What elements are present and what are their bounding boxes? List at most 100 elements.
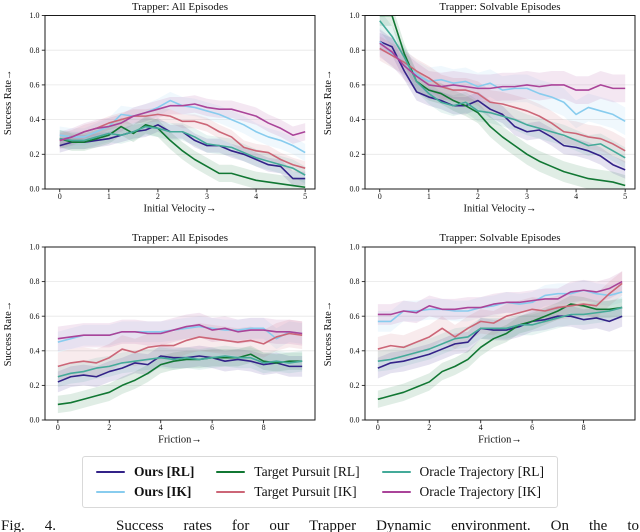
x-tick-label: 2 xyxy=(156,192,160,201)
line-chart-all-episodes-velocity: 0 1 2 3 4 5 0.0 0.2 0.4 0.6 0.8 1.0 Trapper: All Epi… xyxy=(3,1,316,215)
band-oracle-trajectory-ik xyxy=(377,271,623,325)
y-tick-label: 0.4 xyxy=(30,115,40,124)
y-tick-label: 1.0 xyxy=(350,243,360,252)
y-tick-label: 0.0 xyxy=(30,185,40,194)
line-oracle-trajectory-ik xyxy=(377,280,623,316)
legend-item-target-pursuit-ik: Target Pursuit [IK] xyxy=(216,482,359,502)
y-tick-label: 0.4 xyxy=(30,346,40,355)
band-target-pursuit-ik xyxy=(377,271,623,362)
y-tick-label: 1.0 xyxy=(30,243,40,252)
y-tick-label: 0.2 xyxy=(30,381,40,390)
line-ours-ik xyxy=(379,40,626,123)
target-pursuit-rl-line-swatch xyxy=(216,471,246,473)
line-chart-all-episodes-friction: 0 2 4 6 8 0.0 0.2 0.4 0.6 0.8 1.0 Trapper: All Epis… xyxy=(3,232,316,446)
chart-title: Trapper: Solvable Episodes xyxy=(439,1,560,13)
legend-item-oracle-trajectory-ik: Oracle Trajectory [IK] xyxy=(381,482,544,502)
band-ours-ik xyxy=(59,91,306,162)
line-oracle-trajectory-ik xyxy=(59,103,306,142)
y-tick-label: 0.4 xyxy=(350,346,360,355)
band-ours-ik xyxy=(57,316,303,353)
line-oracle-trajectory-rl xyxy=(59,125,306,176)
line-target-pursuit-rl xyxy=(377,303,623,401)
chart-title: Trapper: All Episodes xyxy=(132,232,228,244)
band-ours-rl xyxy=(377,305,623,379)
ours-ik-line-swatch xyxy=(96,491,125,493)
x-tick-label: 2 xyxy=(107,423,111,432)
x-tick-label: 1 xyxy=(427,192,431,201)
y-tick-label: 0.4 xyxy=(350,115,360,124)
band-oracle-trajectory-rl xyxy=(379,15,626,169)
line-target-pursuit-rl xyxy=(379,15,626,187)
legend-item-oracle-trajectory-rl: Oracle Trajectory [RL] xyxy=(381,462,544,482)
line-target-pursuit-rl xyxy=(57,353,303,406)
y-tick-label: 1.0 xyxy=(350,11,360,20)
y-tick-label: 0.0 xyxy=(350,416,360,425)
band-target-pursuit-rl xyxy=(377,295,623,408)
line-ours-rl xyxy=(377,315,623,369)
chart-all-episodes-friction: 0 2 4 6 8 0.0 0.2 0.4 0.6 0.8 1.0 Trapper: All Epis… xyxy=(0,222,320,449)
ours-rl-line-swatch xyxy=(96,471,125,473)
chart-title: Trapper: Solvable Episodes xyxy=(439,232,560,244)
band-ours-rl xyxy=(379,32,626,179)
legend-label-ours-rl: Ours [RL] xyxy=(134,464,195,479)
oracle-trajectory-rl-line-swatch xyxy=(381,471,411,473)
x-axis-label: Friction→ xyxy=(158,435,202,446)
line-target-pursuit-ik xyxy=(377,282,623,350)
y-tick-label: 0.8 xyxy=(30,46,40,55)
legend-label-oracle-trajectory-ik: Oracle Trajectory [IK] xyxy=(419,484,541,499)
oracle-trajectory-ik-line-swatch xyxy=(381,491,411,493)
chart-title: Trapper: All Episodes xyxy=(132,1,228,13)
y-axis-label: Success Rate→ xyxy=(3,69,14,135)
line-ours-rl xyxy=(379,40,626,171)
x-tick-label: 4 xyxy=(479,423,483,432)
y-tick-label: 0.8 xyxy=(350,277,360,286)
x-tick-label: 8 xyxy=(262,423,266,432)
x-tick-label: 4 xyxy=(254,192,258,201)
x-tick-label: 4 xyxy=(574,192,578,201)
band-target-pursuit-rl xyxy=(57,345,303,414)
line-target-pursuit-ik xyxy=(379,47,626,152)
x-tick-label: 6 xyxy=(210,423,214,432)
y-tick-label: 0.2 xyxy=(30,150,40,159)
line-target-pursuit-ik xyxy=(59,113,306,169)
line-target-pursuit-ik xyxy=(57,332,303,368)
figure-caption: Fig. 4. Success rates for our Trapper Dy… xyxy=(1,518,639,532)
band-target-pursuit-rl xyxy=(379,15,626,189)
chart-all-episodes-velocity: 0 1 2 3 4 5 0.0 0.2 0.4 0.6 0.8 1.0 Trapper: All Epi… xyxy=(0,0,320,222)
y-axis-label: Success Rate→ xyxy=(3,301,14,367)
legend-label-ours-ik: Ours [IK] xyxy=(134,484,192,499)
x-axis-label: Friction→ xyxy=(478,435,522,446)
band-oracle-trajectory-rl xyxy=(57,345,303,388)
y-tick-label: 0.2 xyxy=(350,381,360,390)
target-pursuit-ik-line-swatch xyxy=(216,491,246,493)
line-oracle-trajectory-rl xyxy=(377,306,623,362)
legend-item-ours-rl: Ours [RL] xyxy=(96,462,194,482)
x-tick-label: 0 xyxy=(58,192,62,201)
y-tick-label: 1.0 xyxy=(30,11,40,20)
legend-column-oracle-trajectory: Oracle Trajectory [RL] Oracle Trajectory… xyxy=(381,462,544,502)
line-chart-solvable-episodes-friction: 0 2 4 6 8 0.0 0.2 0.4 0.6 0.8 1.0 Trapper: Solvable… xyxy=(323,232,636,446)
legend-column-ours: Ours [RL] Ours [IK] xyxy=(96,462,194,502)
legend-label-oracle-trajectory-rl: Oracle Trajectory [RL] xyxy=(419,464,544,479)
x-tick-label: 4 xyxy=(159,423,163,432)
plot-border xyxy=(44,246,316,421)
y-axis-label: Success Rate→ xyxy=(323,301,334,367)
charts-grid: 0 1 2 3 4 5 0.0 0.2 0.4 0.6 0.8 1.0 Trapper: All Epi… xyxy=(0,0,640,449)
plot-border xyxy=(364,246,636,421)
x-tick-label: 5 xyxy=(623,192,627,201)
y-tick-label: 0.0 xyxy=(350,185,360,194)
legend-item-ours-ik: Ours [IK] xyxy=(96,482,194,502)
chart-solvable-episodes-friction: 0 2 4 6 8 0.0 0.2 0.4 0.6 0.8 1.0 Trapper: Solvable… xyxy=(320,222,640,449)
x-tick-label: 0 xyxy=(378,192,382,201)
band-oracle-trajectory-ik xyxy=(59,95,306,150)
y-tick-label: 0.0 xyxy=(30,416,40,425)
x-axis-label: Initial Velocity→ xyxy=(463,204,536,215)
x-tick-label: 2 xyxy=(476,192,480,201)
x-tick-label: 0 xyxy=(376,423,380,432)
y-tick-label: 0.8 xyxy=(350,46,360,55)
y-tick-label: 0.6 xyxy=(30,312,40,321)
y-tick-label: 0.8 xyxy=(30,277,40,286)
legend-item-target-pursuit-rl: Target Pursuit [RL] xyxy=(216,462,360,482)
line-oracle-trajectory-rl xyxy=(57,355,303,378)
x-tick-label: 1 xyxy=(107,192,111,201)
